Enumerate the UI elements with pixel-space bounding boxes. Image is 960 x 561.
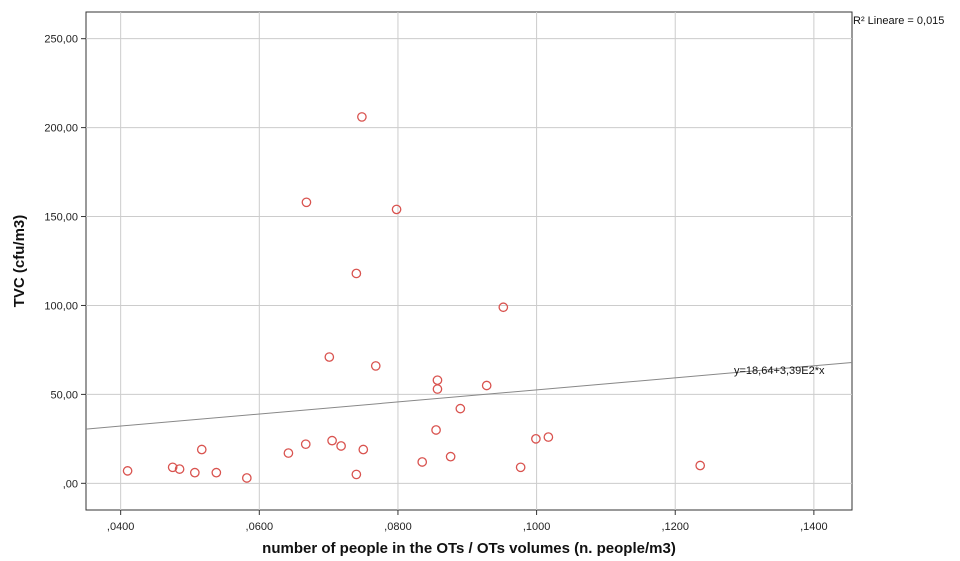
data-point [327,435,337,446]
plot-area [85,11,853,511]
data-point [283,448,294,458]
data-point [391,204,402,215]
data-point [515,462,526,473]
x-tick-label: ,0800 [384,521,412,533]
y-tick-labels: ,00 50,00 100,00 150,00 200,00 250,00 [44,34,78,491]
y-tick-label: ,00 [63,478,78,490]
data-point [300,439,311,450]
y-tick-label: 250,00 [44,34,78,46]
data-point [336,441,346,451]
data-point [167,462,178,473]
data-point [417,457,428,467]
data-point [432,384,443,394]
data-point [445,451,456,462]
data-point [498,302,509,313]
data-point [357,112,367,122]
data-point [455,403,466,414]
data-point [351,469,362,480]
data-point [189,467,200,478]
data-point [695,460,706,471]
data-point [543,432,554,442]
data-point [122,466,133,476]
x-tick-label: ,0600 [246,521,274,533]
x-tick-label: ,1200 [661,521,689,533]
data-point [324,352,335,362]
data-point [211,467,222,478]
y-axis-title: TVC (cfu/m3) [11,215,28,308]
data-point [351,268,362,279]
x-axis-title: number of people in the OTs / OTs volume… [262,540,676,557]
y-tick-label: 200,00 [44,123,78,135]
data-point [301,197,312,208]
x-tick-label: ,1000 [523,521,551,533]
fit-equation-label: y=18,64+3,39E2*x [734,365,825,377]
data-point [370,361,381,371]
gridlines [81,12,852,515]
data-point [531,434,541,444]
data-point [241,473,252,483]
data-point [358,444,369,455]
data-point [431,425,441,435]
y-tick-label: 150,00 [44,212,78,224]
data-points [122,112,706,483]
y-tick-label: 50,00 [50,389,78,401]
x-tick-label: ,0400 [107,521,135,533]
fit-line [85,361,853,430]
y-tick-label: 100,00 [44,300,78,312]
fit-line-group [85,361,853,430]
x-tick-label: ,1400 [800,521,828,533]
data-point [174,464,185,474]
r-squared-label: R² Lineare = 0,015 [853,15,944,27]
x-tick-labels: ,0400 ,0600 ,0800 ,1000 ,1200 ,1400 [107,521,828,533]
data-point [196,444,207,455]
data-point [481,380,492,391]
